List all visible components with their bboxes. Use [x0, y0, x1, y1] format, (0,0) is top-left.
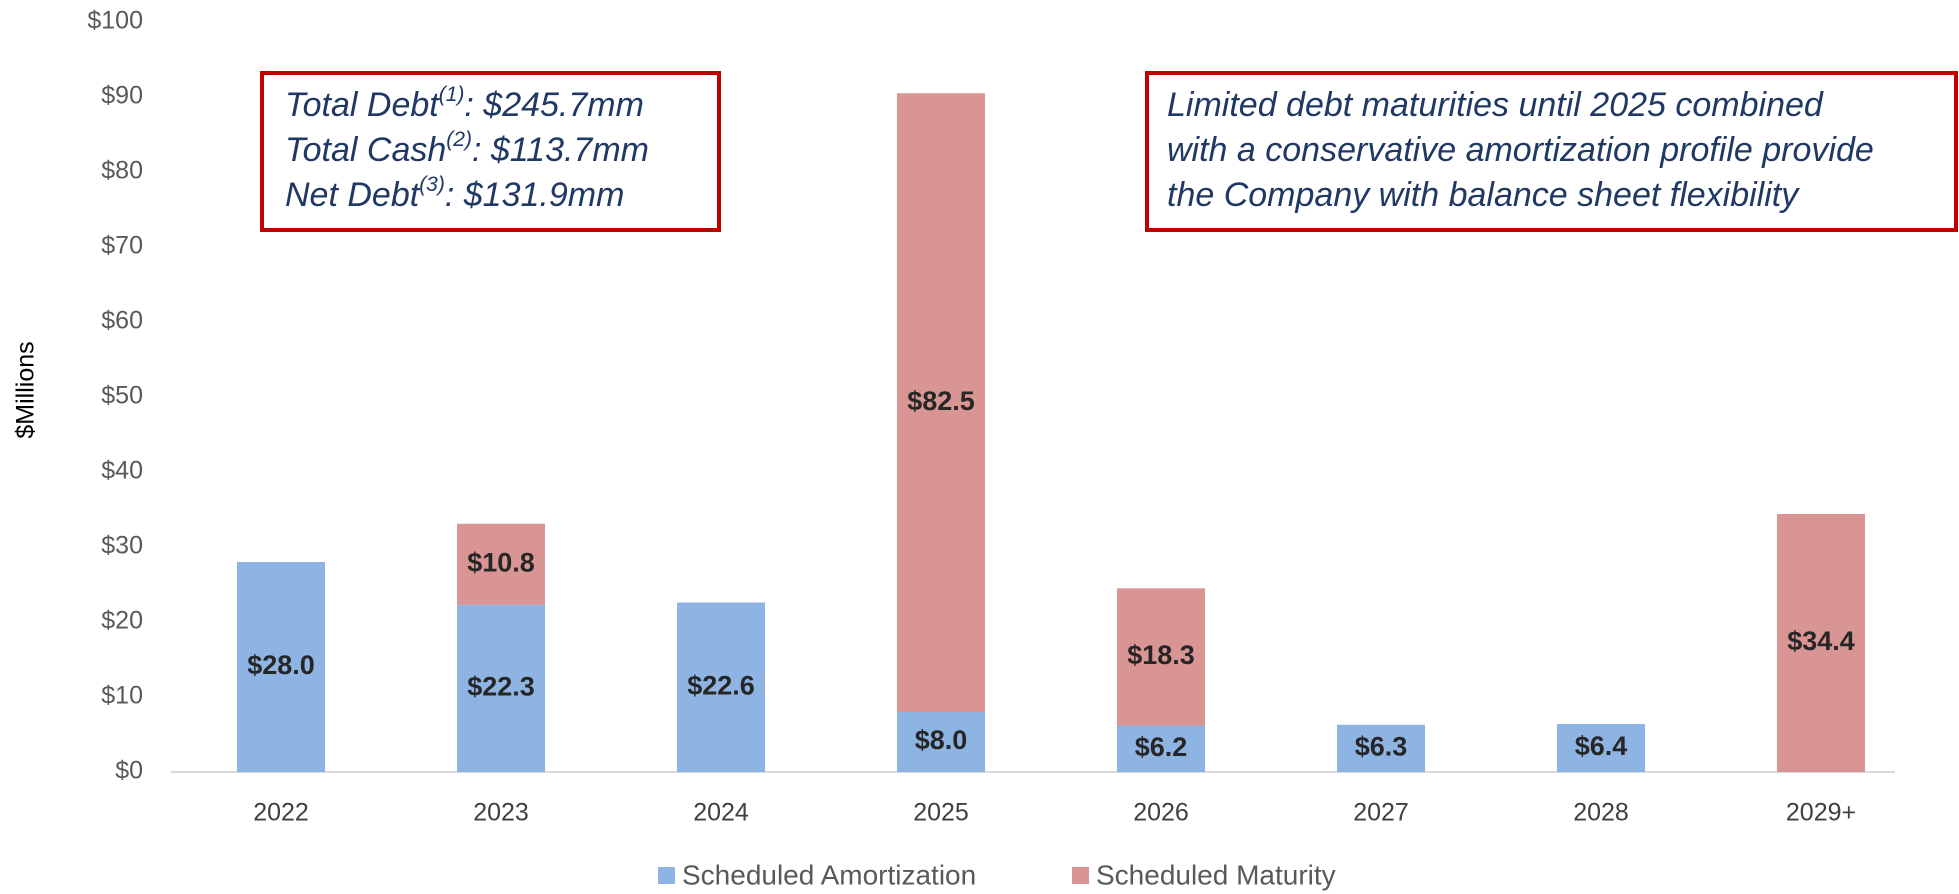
annotation-box — [260, 71, 721, 232]
annotation-text: Limited debt maturities until 2025 combi… — [1167, 86, 1824, 124]
x-tick-label: 2029+ — [1786, 799, 1856, 827]
legend-swatch — [1072, 867, 1089, 884]
data-label: $22.3 — [467, 672, 535, 702]
bar-segment — [677, 602, 765, 772]
bar-segment — [457, 523, 545, 605]
data-label: $10.8 — [467, 547, 535, 577]
annotation-part: : $245.7mm — [464, 86, 644, 124]
bar-segment — [897, 712, 985, 772]
annotation-box — [1145, 71, 1958, 232]
annotation-sup: (1) — [439, 83, 465, 106]
annotation-part: the Company with balance sheet flexibili… — [1167, 176, 1800, 214]
bar-segment — [457, 604, 545, 772]
bar-segment — [897, 93, 985, 712]
y-tick-label: $40 — [101, 457, 143, 485]
x-tick-label: 2028 — [1573, 799, 1629, 827]
legend-label: Scheduled Maturity — [1096, 859, 1336, 890]
bar-segment — [237, 562, 325, 772]
annotation-part: : $131.9mm — [445, 176, 625, 214]
x-tick-label: 2025 — [913, 799, 969, 827]
x-tick-label: 2027 — [1353, 799, 1409, 827]
annotation-part: : $113.7mm — [472, 131, 649, 169]
data-label: $34.4 — [1787, 626, 1855, 656]
bar-segment — [1557, 724, 1645, 772]
y-tick-label: $70 — [101, 232, 143, 260]
annotation-text: Total Cash(2): $113.7mm — [285, 128, 649, 169]
annotation-text: with a conservative amortization profile… — [1167, 131, 1874, 169]
annotation-part: Total Debt — [285, 86, 440, 124]
y-tick-label: $10 — [101, 682, 143, 710]
data-label: $82.5 — [907, 386, 975, 416]
legend-swatch — [658, 867, 675, 884]
y-axis-label: $Millions — [12, 341, 40, 438]
data-label: $6.2 — [1135, 732, 1188, 762]
data-label: $6.3 — [1355, 732, 1408, 762]
legend-label: Scheduled Amortization — [682, 859, 976, 890]
annotation-text: the Company with balance sheet flexibili… — [1167, 176, 1800, 214]
annotation-part: Total Cash — [285, 131, 446, 169]
y-tick-label: $80 — [101, 157, 143, 185]
bar-segment — [1117, 725, 1205, 772]
data-label: $22.6 — [687, 670, 755, 700]
annotation-text: Net Debt(3): $131.9mm — [285, 173, 624, 214]
bar-segment — [1777, 514, 1865, 772]
annotation-part: Limited debt maturities until 2025 combi… — [1167, 86, 1824, 124]
annotation-part: with a conservative amortization profile… — [1167, 131, 1874, 169]
y-tick-label: $100 — [87, 7, 143, 35]
x-tick-label: 2023 — [473, 799, 529, 827]
bar-segment — [1337, 724, 1425, 772]
data-label: $6.4 — [1575, 731, 1628, 761]
y-tick-label: $0 — [115, 757, 143, 785]
y-tick-label: $50 — [101, 382, 143, 410]
x-tick-label: 2024 — [693, 799, 749, 827]
bar-segment — [1117, 588, 1205, 726]
annotation-sup: (2) — [446, 128, 472, 151]
y-tick-label: $60 — [101, 307, 143, 335]
x-tick-label: 2022 — [253, 799, 309, 827]
y-tick-label: $20 — [101, 607, 143, 635]
annotation-text: Total Debt(1): $245.7mm — [285, 83, 644, 124]
data-label: $28.0 — [247, 650, 315, 680]
data-label: $8.0 — [915, 725, 968, 755]
data-label: $18.3 — [1127, 640, 1195, 670]
x-tick-label: 2026 — [1133, 799, 1189, 827]
y-tick-label: $90 — [101, 82, 143, 110]
annotation-part: Net Debt — [285, 176, 421, 214]
annotation-sup: (3) — [419, 173, 445, 196]
y-tick-label: $30 — [101, 532, 143, 560]
